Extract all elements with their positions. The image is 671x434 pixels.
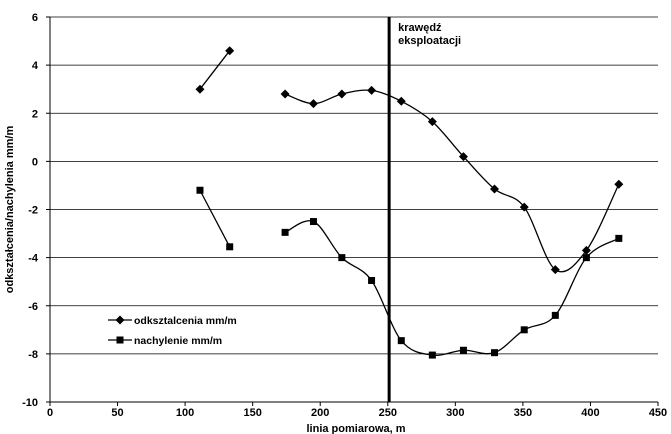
x-tick-label: 350 bbox=[514, 407, 532, 419]
legend-item-0: odksztalcenia mm/m bbox=[108, 315, 237, 327]
data-point bbox=[491, 349, 499, 357]
x-tick-label: 150 bbox=[243, 407, 261, 419]
series-line-segment-0 bbox=[199, 50, 231, 90]
data-point bbox=[338, 254, 346, 262]
y-tick-label: 6 bbox=[32, 12, 38, 24]
data-point bbox=[195, 84, 205, 94]
data-point bbox=[225, 46, 235, 56]
data-point bbox=[490, 184, 500, 194]
x-axis-label: linia pomiarowa, m bbox=[306, 423, 405, 434]
annotation-line-0: krawędź bbox=[398, 22, 442, 34]
legend-marker bbox=[115, 315, 125, 325]
y-tick-label: 0 bbox=[32, 156, 38, 168]
series-nachylenie bbox=[196, 186, 623, 359]
y-tick-label: 4 bbox=[32, 60, 39, 72]
y-tick-label: -6 bbox=[28, 301, 38, 313]
data-point bbox=[309, 218, 317, 226]
y-axis-label: odkształcenia/nachylenia mm/m bbox=[4, 126, 16, 294]
x-tick-label: 300 bbox=[446, 407, 464, 419]
exploitation-edge-label: krawędź eksploatacji bbox=[398, 22, 461, 47]
grid-lines bbox=[50, 16, 658, 403]
y-tick-label: 2 bbox=[32, 108, 38, 120]
data-point bbox=[550, 265, 560, 275]
x-tick-label: 250 bbox=[379, 407, 397, 419]
data-point bbox=[428, 351, 436, 359]
data-point bbox=[280, 89, 290, 99]
y-tick-labels: -10 -8 -6 -4 -2 0 2 4 6 bbox=[22, 12, 50, 409]
data-point bbox=[459, 346, 467, 354]
exploitation-edge-annotation: krawędź eksploatacji bbox=[387, 17, 461, 402]
series-line-segment-0 bbox=[199, 189, 231, 248]
series-odksztalcenia bbox=[195, 46, 624, 275]
series-line-segment-1 bbox=[284, 89, 620, 273]
annotation-line-1: eksploatacji bbox=[398, 35, 461, 47]
data-point bbox=[458, 152, 468, 162]
data-point bbox=[337, 89, 347, 99]
data-point bbox=[520, 326, 528, 334]
data-point bbox=[551, 311, 559, 319]
y-tick-label: -2 bbox=[28, 205, 38, 217]
data-point bbox=[226, 243, 234, 251]
data-point bbox=[519, 202, 529, 212]
legend-item-1: nachylenie mm/m bbox=[108, 335, 222, 347]
data-point bbox=[368, 276, 376, 284]
x-tick-label: 450 bbox=[649, 407, 667, 419]
legend-label: nachylenie mm/m bbox=[134, 335, 222, 347]
legend: odksztalcenia mm/m nachylenie mm/m bbox=[108, 315, 237, 347]
data-point bbox=[396, 96, 406, 106]
data-point bbox=[397, 337, 405, 345]
data-point bbox=[308, 99, 318, 109]
series-line-segment-1 bbox=[284, 220, 620, 356]
legend-label: odksztalcenia mm/m bbox=[134, 315, 237, 327]
data-point bbox=[367, 85, 377, 95]
data-point bbox=[427, 117, 437, 127]
y-tick-label: -8 bbox=[28, 349, 38, 361]
data-point bbox=[581, 245, 591, 255]
x-tick-labels: 0 50 100 150 200 250 300 350 400 450 bbox=[47, 402, 667, 419]
legend-marker bbox=[116, 336, 124, 344]
data-point bbox=[196, 186, 204, 194]
series-group bbox=[195, 46, 624, 359]
data-point bbox=[614, 179, 624, 189]
data-point bbox=[615, 234, 623, 242]
data-point bbox=[281, 228, 289, 236]
y-tick-label: -10 bbox=[22, 397, 38, 409]
data-point bbox=[582, 254, 590, 262]
x-tick-label: 200 bbox=[311, 407, 329, 419]
x-tick-label: 100 bbox=[176, 407, 194, 419]
x-tick-label: 50 bbox=[111, 407, 123, 419]
y-tick-label: -4 bbox=[28, 253, 39, 265]
x-tick-label: 0 bbox=[47, 407, 53, 419]
x-tick-label: 400 bbox=[581, 407, 599, 419]
